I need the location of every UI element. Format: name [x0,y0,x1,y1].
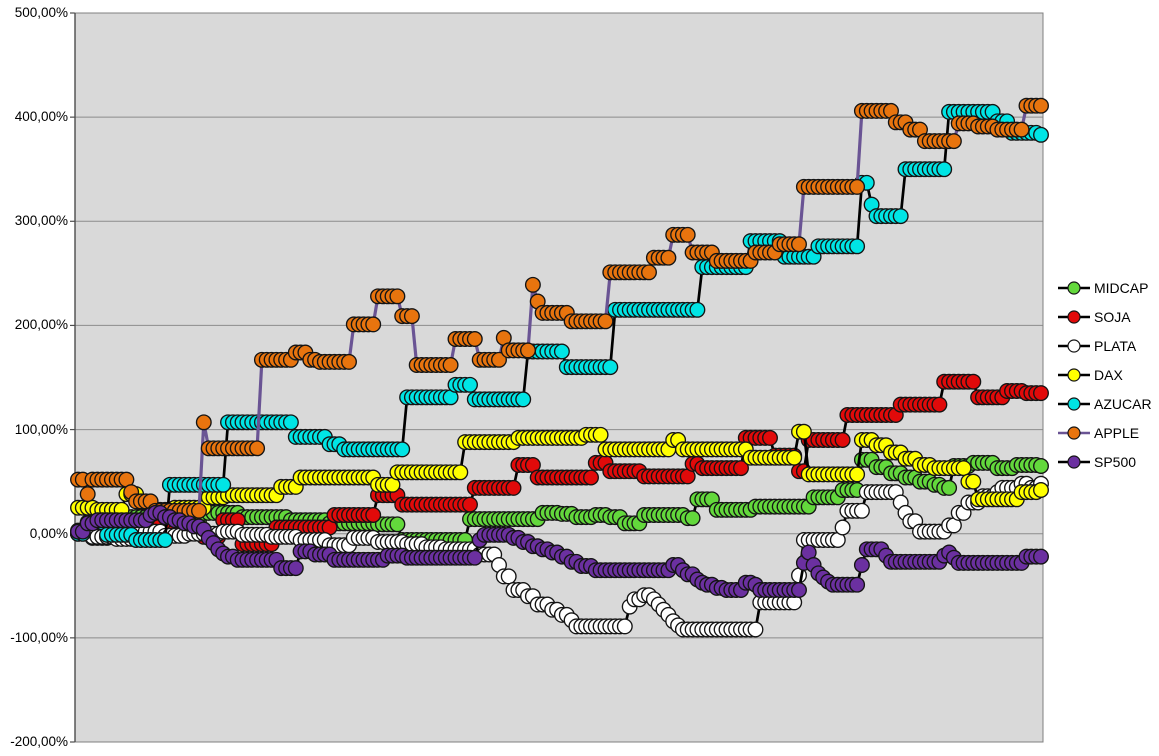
legend-label: APPLE [1094,425,1140,441]
legend-item-apple[interactable]: APPLE [1058,424,1139,442]
legend-item-plata[interactable]: PLATA [1058,337,1136,355]
legend-label: PLATA [1094,338,1137,354]
legend-label: SP500 [1094,454,1137,470]
legend-label: MIDCAP [1094,280,1149,296]
series-dax[interactable] [70,423,1049,518]
y-axis-label: 200,00% [14,317,68,333]
y-axis-label: 500,00% [14,5,68,20]
legend-item-midcap[interactable]: MIDCAP [1058,279,1148,297]
y-axis-label: -100,00% [10,629,68,645]
legend-item-azucar[interactable]: AZUCAR [1058,395,1152,413]
legend-item-sp500[interactable]: SP500 [1058,453,1136,471]
y-axis-label: 100,00% [14,421,68,437]
legend-label: AZUCAR [1094,396,1152,412]
y-axis-label: 300,00% [14,213,68,229]
legend-item-soja[interactable]: SOJA [1058,308,1131,326]
series-sp500[interactable] [70,504,1049,598]
series-apple[interactable] [70,97,1049,519]
y-axis-label: 400,00% [14,109,68,125]
y-axis-label: 0,00% [29,525,68,541]
legend-label: SOJA [1094,309,1131,325]
legend-label: DAX [1094,367,1123,383]
y-axis-label: -200,00% [10,734,68,749]
legend-item-dax[interactable]: DAX [1058,366,1123,384]
